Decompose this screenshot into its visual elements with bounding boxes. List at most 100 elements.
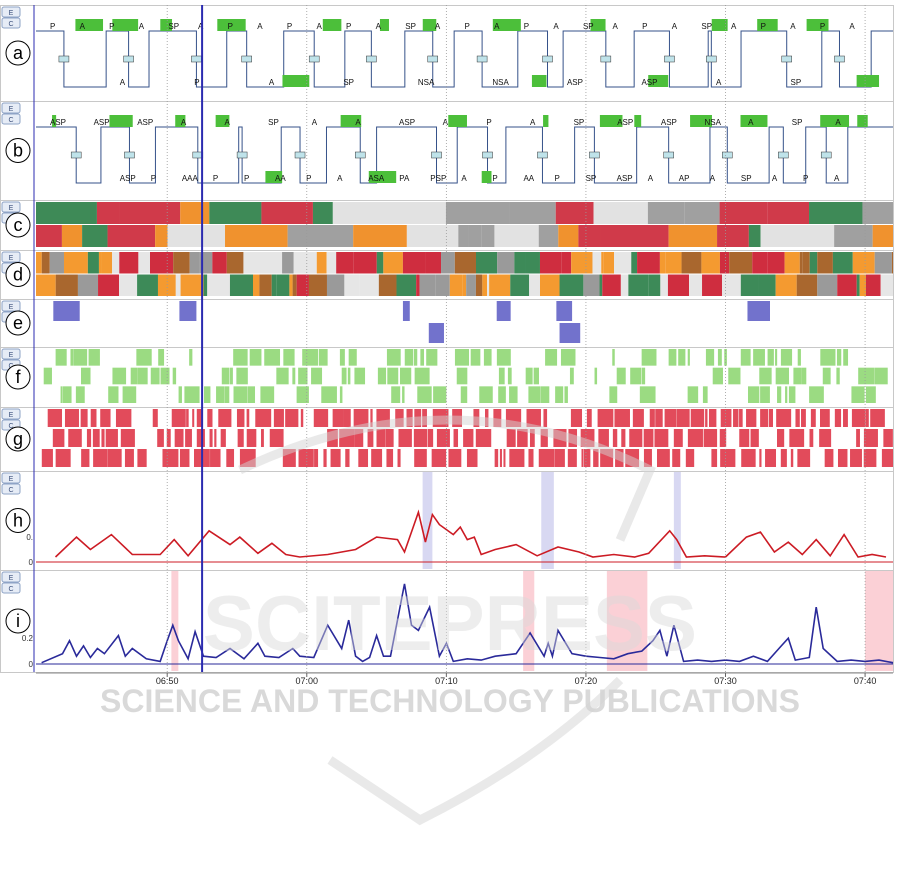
category-segment [36, 274, 56, 296]
state-label-bottom: P [213, 174, 218, 183]
category-segment [225, 225, 288, 247]
event-segment [496, 301, 511, 321]
category-segment [593, 202, 648, 224]
watermark: SCITEPRESS SCIENCE AND TECHNOLOGY PUBLICA… [100, 415, 800, 826]
transition-marker [834, 55, 845, 63]
state-label-top: SP [574, 118, 585, 127]
event-segment [216, 386, 225, 403]
event-segment [538, 449, 555, 467]
event-segment [724, 349, 727, 366]
category-segment [540, 274, 560, 296]
category-segment [799, 252, 803, 274]
event-segment [196, 409, 204, 427]
event-segment [70, 349, 74, 366]
event-segment [881, 449, 893, 467]
category-segment [416, 274, 420, 296]
state-label-top: P [346, 22, 351, 31]
event-segment [797, 349, 801, 366]
event-segment [570, 409, 583, 427]
event-segment [526, 409, 541, 427]
event-segment [192, 409, 195, 427]
state-label-top: ASP [399, 118, 415, 127]
state-label-bottom: SP [586, 174, 597, 183]
category-segment [555, 202, 594, 224]
category-segment [138, 252, 151, 274]
panel-c-button[interactable] [1, 17, 21, 29]
event-segment [185, 429, 192, 447]
transition-marker [476, 55, 488, 63]
event-segment [705, 409, 708, 427]
event-segment [863, 449, 877, 467]
event-segment [776, 409, 792, 427]
transition-marker [722, 151, 733, 159]
event-segment [843, 349, 849, 366]
state-label-top: A [257, 22, 263, 31]
activity-block [806, 19, 829, 31]
panel-e-button[interactable] [1, 300, 21, 312]
category-segment [681, 252, 702, 274]
event-segment [433, 386, 447, 403]
category-segment [308, 274, 327, 296]
panel-e-button[interactable] [1, 571, 21, 583]
category-segment [41, 252, 50, 274]
event-segment [883, 429, 893, 447]
event-segment [179, 449, 190, 467]
category-segment [243, 252, 262, 274]
state-label-top: A [494, 22, 500, 31]
panel-e-button[interactable] [1, 472, 21, 484]
state-label-bottom: P [492, 174, 497, 183]
state-label-bottom: P [244, 174, 249, 183]
panel-label: e [13, 313, 23, 333]
panel-e-button[interactable] [1, 408, 21, 420]
panel-e-button-label: E [9, 304, 14, 311]
category-segment [406, 225, 459, 247]
event-segment [460, 386, 468, 403]
category-segment [112, 252, 120, 274]
category-segment [101, 252, 113, 274]
state-label-top: P [486, 118, 491, 127]
category-segment [719, 252, 730, 274]
event-segment [747, 386, 760, 403]
axis-tick-label: 07:10 [435, 676, 458, 686]
event-segment [189, 349, 193, 366]
event-segment [629, 429, 643, 447]
event-segment [760, 409, 769, 427]
panel-e-button[interactable] [1, 6, 21, 18]
panel-c-button[interactable] [1, 483, 21, 495]
event-segment [453, 429, 459, 447]
panel-c-button[interactable] [1, 113, 21, 125]
event-segment [398, 429, 412, 447]
event-segment [41, 449, 53, 467]
event-segment [466, 449, 478, 467]
event-segment [236, 367, 248, 385]
activity-block [75, 19, 104, 31]
category-segment [667, 274, 690, 296]
category-segment [353, 225, 407, 247]
event-segment [404, 349, 414, 366]
panel-c-button[interactable] [1, 582, 21, 594]
activity-block [52, 115, 57, 127]
event-segment [494, 449, 499, 467]
state-label-bottom: ASA [368, 174, 385, 183]
category-segment [77, 274, 99, 296]
event-segment [68, 429, 82, 447]
event-segment [150, 367, 160, 385]
panel-e-button[interactable] [1, 102, 21, 114]
highlight-band [422, 472, 433, 569]
highlight-band [171, 571, 179, 671]
event-segment [483, 349, 492, 366]
event-segment [643, 449, 652, 467]
category-segment [376, 252, 384, 274]
category-segment [660, 274, 668, 296]
event-segment [594, 367, 598, 385]
category-segment [316, 252, 327, 274]
event-segment [750, 429, 759, 447]
panel-e-button[interactable] [1, 201, 21, 213]
panel-label: g [13, 429, 23, 449]
event-segment [233, 349, 248, 366]
panel-e-button[interactable] [1, 348, 21, 360]
event-segment [302, 349, 319, 366]
transition-marker [820, 151, 832, 159]
event-segment [687, 349, 690, 366]
panel-e-button[interactable] [1, 251, 21, 263]
